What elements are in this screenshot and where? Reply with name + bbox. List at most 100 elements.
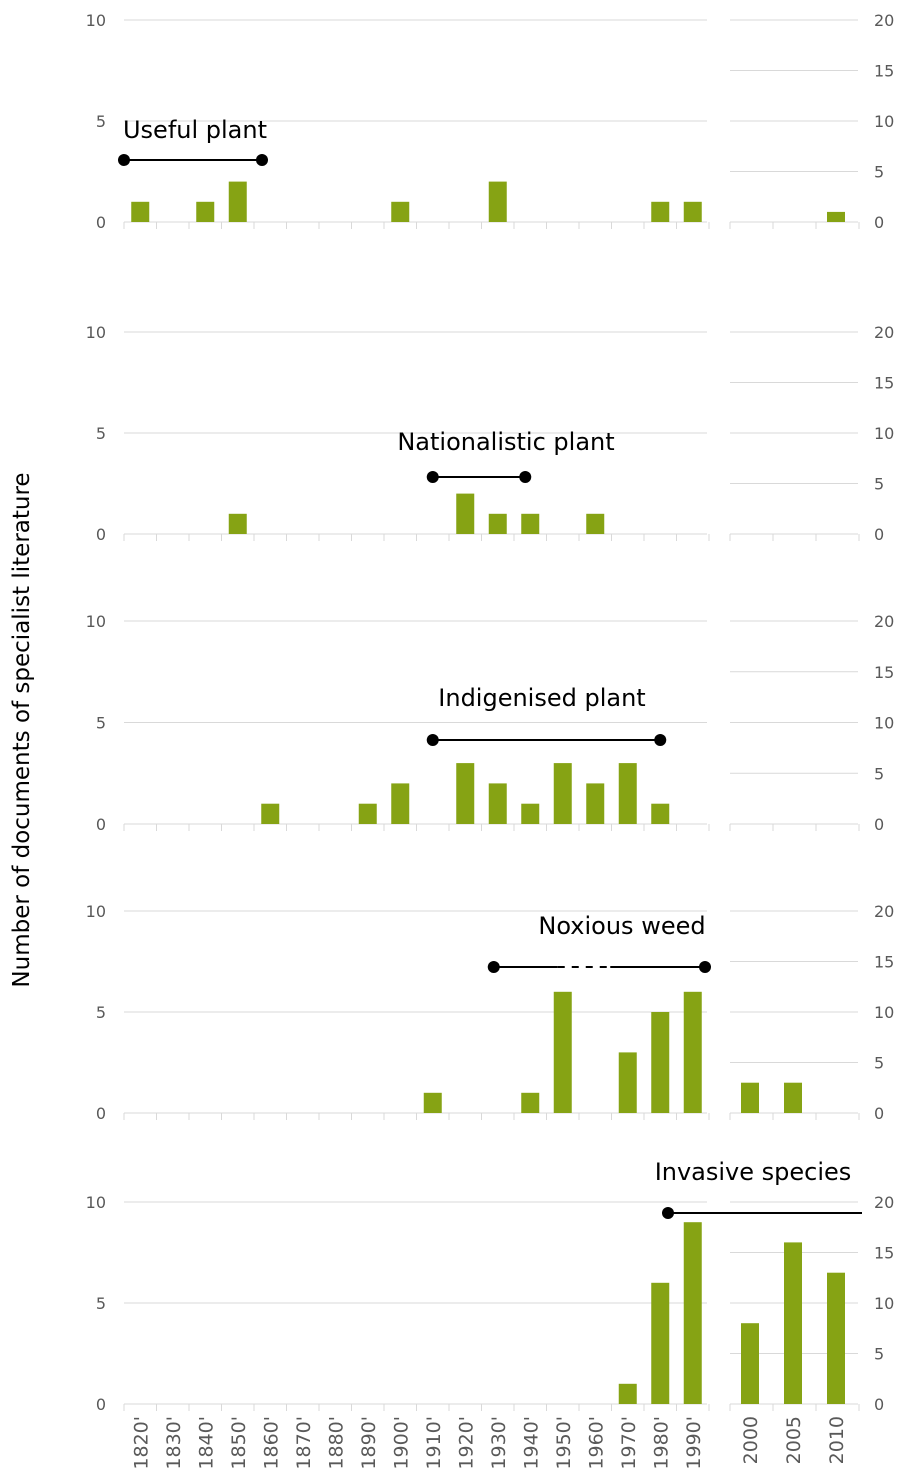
y-tick-label-right: 5 (874, 475, 884, 494)
bar (391, 201, 410, 222)
period-end-dot (256, 154, 268, 166)
y-tick-label-left: 5 (96, 1003, 106, 1022)
bar (456, 763, 475, 824)
bar (358, 803, 377, 824)
x-tick-label: 1940' (520, 1416, 542, 1470)
bar (521, 1092, 540, 1113)
y-tick-label-left: 0 (96, 1104, 106, 1123)
y-tick-label-right: 10 (874, 112, 894, 131)
y-tick-label-left: 5 (96, 112, 106, 131)
x-tick-label: 1990' (683, 1416, 705, 1470)
x-tick-label: 2010 (826, 1416, 848, 1464)
period-end-dot (519, 471, 532, 483)
bar (827, 211, 845, 222)
panel-1: 0 5 10 0 5 10 15 20 Useful plant (86, 11, 895, 232)
y-tick-label-right: 10 (874, 424, 894, 443)
y-tick-label-right: 20 (874, 612, 894, 631)
bar (741, 1323, 759, 1404)
period-start-dot (118, 154, 130, 166)
x-tick-label: 1860' (260, 1416, 282, 1470)
y-tick-label-right: 20 (874, 1193, 894, 1212)
period-end-dot (699, 961, 711, 973)
bar (553, 763, 572, 824)
x-tick-label: 1830' (163, 1416, 185, 1470)
period-annotation (118, 154, 268, 166)
bar (618, 1383, 637, 1404)
y-tick-label-left: 0 (96, 1395, 106, 1414)
y-tick-label-right: 10 (874, 1003, 894, 1022)
bar (586, 513, 605, 534)
y-tick-label-left: 0 (96, 815, 106, 834)
bar (228, 513, 247, 534)
panel-title: Invasive species (655, 1158, 852, 1186)
period-start-dot (426, 734, 439, 746)
bar (391, 783, 410, 824)
bar (651, 1282, 670, 1404)
x-tick-label: 1820' (130, 1416, 152, 1470)
y-tick-label-right: 20 (874, 323, 894, 342)
y-tick-label-left: 10 (86, 902, 106, 921)
period-annotation (426, 471, 532, 483)
bar (196, 201, 215, 222)
bar (651, 201, 670, 222)
bar (586, 783, 605, 824)
y-tick-label-right: 0 (874, 1104, 884, 1123)
y-tick-label-right: 0 (874, 213, 884, 232)
bar (784, 1082, 802, 1113)
panel-title: Useful plant (123, 116, 267, 144)
bar (488, 513, 507, 534)
y-tick-label-left: 10 (86, 11, 106, 30)
bar (784, 1242, 802, 1404)
y-tick-label-left: 0 (96, 525, 106, 544)
y-tick-label-right: 5 (874, 1054, 884, 1073)
panel-title: Noxious weed (538, 912, 705, 940)
y-tick-label-right: 0 (874, 525, 884, 544)
y-tick-label-left: 0 (96, 213, 106, 232)
y-tick-label-left: 10 (86, 612, 106, 631)
y-tick-label-right: 15 (874, 1244, 894, 1263)
bar (553, 991, 572, 1113)
panel-5: 0 5 10 0 5 10 15 20 Invasive species 1820' 1830' 18… (86, 1158, 895, 1470)
y-tick-label-left: 10 (86, 1193, 106, 1212)
y-tick-label-left: 5 (96, 1294, 106, 1313)
bar (488, 181, 507, 222)
bar (521, 513, 540, 534)
panel-4: 0 5 10 0 5 10 15 20 Noxious weed (86, 902, 895, 1123)
period-start-dot (426, 471, 439, 483)
y-tick-label-right: 20 (874, 11, 894, 30)
period-annotation (426, 734, 667, 746)
bar (827, 1272, 845, 1404)
y-tick-label-right: 10 (874, 1294, 894, 1313)
bar (131, 201, 150, 222)
x-tick-label: 1880' (325, 1416, 347, 1470)
x-tick-label: 1950' (553, 1416, 575, 1470)
x-tick-label: 1890' (358, 1416, 380, 1470)
y-tick-label-right: 15 (874, 663, 894, 682)
x-tick-label: 2000 (740, 1416, 762, 1464)
x-tick-label: 1850' (228, 1416, 250, 1470)
x-tick-label: 1870' (293, 1416, 315, 1470)
bar (228, 181, 247, 222)
x-tick-label: 1910' (423, 1416, 445, 1470)
y-tick-label-right: 5 (874, 764, 884, 783)
y-tick-label-right: 15 (874, 953, 894, 972)
x-tick-label: 1840' (195, 1416, 217, 1470)
bar (683, 991, 702, 1113)
panel-title: Indigenised plant (438, 684, 645, 712)
x-tick-label: 1970' (618, 1416, 640, 1470)
y-tick-label-right: 0 (874, 1395, 884, 1414)
bar (683, 1222, 702, 1404)
bar (261, 803, 280, 824)
panel-3: 0 5 10 0 5 10 15 20 Indigenised plant (86, 612, 895, 834)
bar (423, 1092, 442, 1113)
bar (618, 1052, 637, 1113)
y-tick-label-right: 20 (874, 902, 894, 921)
bar (651, 1012, 670, 1113)
bar (618, 763, 637, 824)
y-tick-label-right: 15 (874, 62, 894, 81)
x-tick-label: 1980' (650, 1416, 672, 1470)
x-tick-label: 1960' (585, 1416, 607, 1470)
period-start-dot (662, 1207, 674, 1219)
